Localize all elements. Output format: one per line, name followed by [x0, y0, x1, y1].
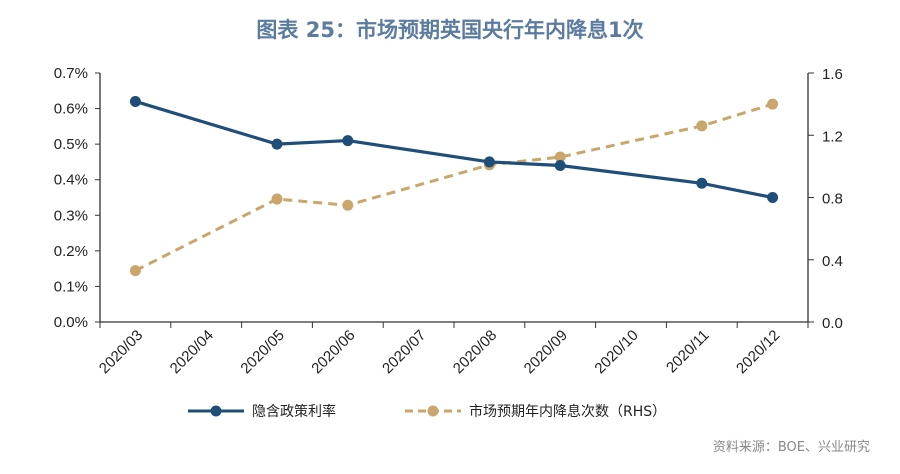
legend-label-0: 隐含政策利率 — [252, 403, 336, 420]
chart-title: 图表 25：市场预期英国央行年内降息1次 — [256, 18, 644, 42]
data-point-0 — [342, 135, 354, 147]
right-tick-label: 0.0 — [822, 315, 843, 332]
legend-marker-0 — [210, 405, 222, 417]
source-note: 资料来源：BOE、兴业研究 — [712, 440, 870, 455]
left-tick-label: 0.2% — [54, 243, 88, 260]
left-tick-label: 0.6% — [54, 101, 88, 118]
data-point-1 — [342, 199, 354, 211]
left-tick-label: 0.4% — [54, 172, 88, 189]
x-tick-label: 2020/10 — [591, 327, 641, 377]
data-point-1 — [767, 98, 779, 110]
x-tick-label: 2020/04 — [167, 327, 217, 377]
data-point-0 — [696, 177, 708, 189]
series-line-0 — [134, 99, 773, 200]
left-tick-label: 0.7% — [54, 65, 88, 82]
data-point-1 — [696, 120, 708, 132]
x-tick-label: 2020/08 — [450, 327, 500, 377]
x-tick-label: 2020/03 — [96, 327, 146, 377]
right-tick-label: 1.6 — [822, 66, 843, 83]
data-point-1 — [129, 265, 141, 277]
x-tick-label: 2020/12 — [733, 327, 783, 377]
right-tick-label: 1.2 — [822, 128, 843, 145]
legend-label-1: 市场预期年内降息次数（RHS） — [469, 403, 666, 420]
data-point-0 — [554, 159, 566, 171]
right-tick-label: 0.4 — [822, 253, 843, 270]
right-tick-label: 0.8 — [822, 191, 843, 208]
legend-marker-1 — [427, 405, 439, 417]
x-tick-label: 2020/05 — [237, 327, 287, 377]
data-point-1 — [271, 193, 283, 205]
x-tick-label: 2020/07 — [379, 327, 429, 377]
data-point-0 — [767, 192, 779, 203]
data-point-0 — [129, 95, 141, 107]
data-point-1 — [554, 151, 566, 163]
left-tick-label: 0.1% — [54, 278, 88, 295]
x-tick-label: 2020/09 — [521, 327, 571, 377]
x-tick-label: 2020/11 — [663, 327, 713, 377]
left-tick-label: 0.3% — [54, 207, 88, 224]
data-point-0 — [483, 156, 495, 168]
left-tick-label: 0.5% — [54, 136, 88, 153]
x-tick-label: 2020/06 — [308, 327, 358, 377]
left-tick-label: 0.0% — [54, 314, 88, 331]
data-point-0 — [271, 138, 283, 150]
